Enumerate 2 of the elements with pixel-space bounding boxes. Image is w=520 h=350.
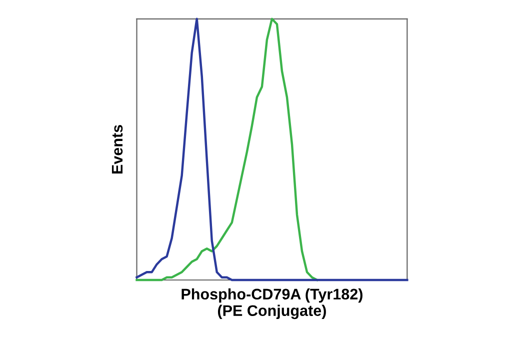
x-axis-title: Phospho-CD79A (Tyr182) (PE Conjugate): [182, 288, 362, 320]
y-axis-title: Events: [112, 125, 123, 174]
